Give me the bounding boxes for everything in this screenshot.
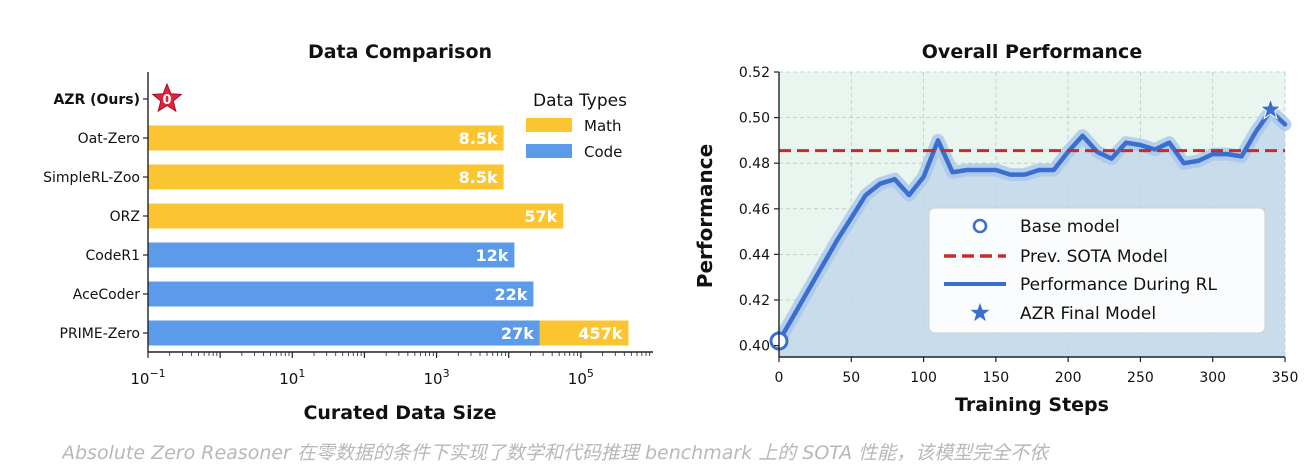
azr-final-star-icon [1258,97,1283,120]
data-types-legend: Data Types Math Code [526,91,627,161]
category-label: AceCoder [73,287,140,303]
bar [148,320,540,346]
x-tick-label: 50 [842,370,860,386]
legend-label: Base model [1020,217,1120,237]
y-tick-label: 0.44 [739,247,770,263]
y-tick-label: 0.46 [739,202,770,218]
x-tick-label: 103 [424,367,450,388]
x-axis-title: Curated Data Size [303,402,496,424]
x-tick-label: 250 [1127,370,1154,386]
bar-value-label: 457k [578,324,622,343]
bar-value-label: 8.5k [459,168,498,187]
bar [148,164,504,190]
chart-title: Data Comparison [308,41,492,63]
y-tick-label: 0.48 [739,156,770,172]
bar [148,125,504,151]
x-tick-label: 10−1 [130,367,165,388]
bar [539,320,629,346]
x-tick-label: 200 [1055,370,1082,386]
legend-final-star-icon [970,303,990,322]
y-tick-label: 0.40 [739,339,770,355]
x-tick-label: 300 [1199,370,1226,386]
legend-title: Data Types [533,91,627,111]
x-tick-label: 150 [982,370,1009,386]
y-axis-title: Performance [693,144,717,288]
legend-box [928,207,1266,334]
legend-label: AZR Final Model [1020,304,1156,324]
x-tick-label: 100 [910,370,937,386]
legend-base-model-icon [972,218,988,234]
category-label: PRIME-Zero [60,326,141,342]
bar-value-label: 57k [524,207,557,226]
data-comparison-chart: Data Comparison 8.5k 8.5k 57k 12k 22k 27k 457k A… [43,41,653,424]
category-label: ORZ [110,209,140,225]
overall-performance-chart: Overall Performance 0 50 100 150 200 250 300 350… [693,41,1298,416]
chart-title: Overall Performance [922,41,1142,63]
legend-label: Code [584,143,622,161]
legend-label: Math [584,117,622,135]
bar [148,203,564,229]
bar-value-label: 22k [495,285,528,304]
category-label: SimpleRL-Zoo [43,170,140,186]
x-axis-title: Training Steps [955,394,1109,416]
bar [148,242,515,268]
y-tick-label: 0.42 [739,293,770,309]
legend-swatch [526,144,572,158]
performance-legend: Base model Prev. SOTA Model Performance Du… [928,207,1266,334]
legend-label: Prev. SOTA Model [1020,247,1168,267]
legend-label: Performance During RL [1020,275,1217,295]
x-tick-label: 105 [568,367,594,388]
y-tick-label: 0.52 [739,65,770,81]
bar-value-label: 12k [476,246,509,265]
x-tick-label: 0 [775,370,784,386]
zero-data-label: 0 [162,93,171,108]
category-label: AZR (Ours) [53,92,140,108]
zero-data-star-icon [151,82,183,113]
bar [148,281,534,307]
category-label: Oat-Zero [78,131,140,147]
y-tick-label: 0.50 [739,111,770,127]
x-tick-label: 101 [279,367,305,388]
performance-line [776,108,1288,344]
figure-caption: Absolute Zero Reasoner 在零数据的条件下实现了数学和代码推… [62,442,1049,464]
bar-value-label: 8.5k [459,129,498,148]
bar-value-label: 27k [501,324,534,343]
x-tick-label: 350 [1272,370,1299,386]
legend-swatch [526,118,572,132]
category-label: CodeR1 [86,248,140,264]
